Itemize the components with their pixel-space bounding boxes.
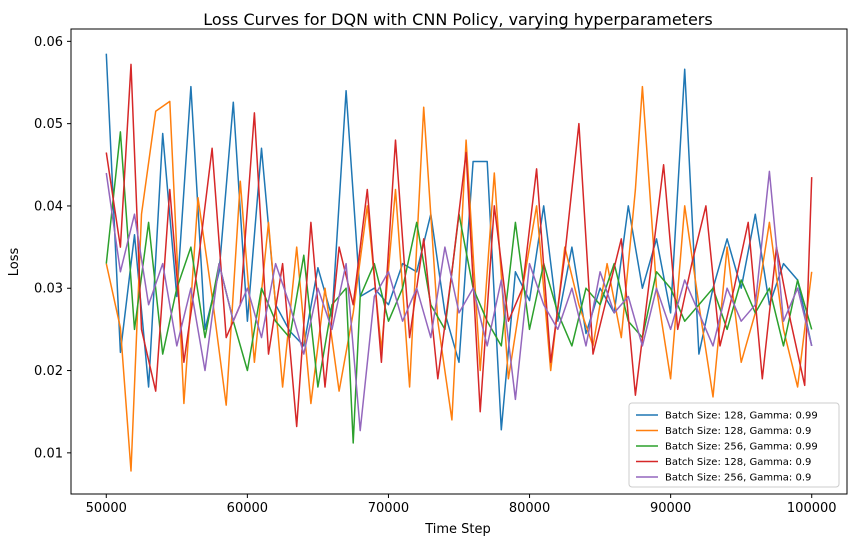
legend-label: Batch Size: 128, Gamma: 0.99 bbox=[665, 411, 818, 422]
x-axis-label: Time Step bbox=[424, 522, 491, 537]
series-line-4 bbox=[105, 63, 813, 428]
series-layer bbox=[105, 53, 813, 472]
series-line-1 bbox=[105, 53, 813, 431]
series-line-5 bbox=[105, 170, 813, 432]
plot-frame bbox=[70, 28, 848, 495]
x-tick-label: 70000 bbox=[368, 501, 409, 516]
legend-label: Batch Size: 128, Gamma: 0.9 bbox=[665, 426, 811, 437]
y-tick-label: 0.01 bbox=[34, 446, 63, 461]
x-tick-label: 80000 bbox=[509, 501, 550, 516]
x-tick-label: 100000 bbox=[787, 501, 837, 516]
y-tick-label: 0.02 bbox=[34, 364, 63, 379]
x-axis: 50000 60000 70000 80000 90000 100000 bbox=[86, 494, 837, 516]
legend: Batch Size: 128, Gamma: 0.99 Batch Size: … bbox=[628, 402, 840, 488]
series-line-2 bbox=[105, 85, 813, 472]
y-axis: 0.01 0.02 0.03 0.04 0.05 0.06 bbox=[34, 35, 71, 461]
legend-box bbox=[628, 402, 840, 488]
legend-label: Batch Size: 256, Gamma: 0.99 bbox=[665, 442, 818, 453]
y-tick-label: 0.06 bbox=[34, 35, 63, 50]
x-tick-label: 50000 bbox=[86, 501, 127, 516]
legend-label: Batch Size: 256, Gamma: 0.9 bbox=[665, 473, 811, 484]
y-tick-label: 0.05 bbox=[34, 117, 63, 132]
y-tick-label: 0.04 bbox=[34, 199, 63, 214]
x-tick-label: 60000 bbox=[227, 501, 268, 516]
chart-title: Loss Curves for DQN with CNN Policy, var… bbox=[203, 10, 712, 29]
y-tick-label: 0.03 bbox=[34, 282, 63, 297]
legend-label: Batch Size: 128, Gamma: 0.9 bbox=[665, 457, 811, 468]
y-axis-label: Loss bbox=[7, 248, 22, 277]
x-tick-label: 90000 bbox=[650, 501, 691, 516]
